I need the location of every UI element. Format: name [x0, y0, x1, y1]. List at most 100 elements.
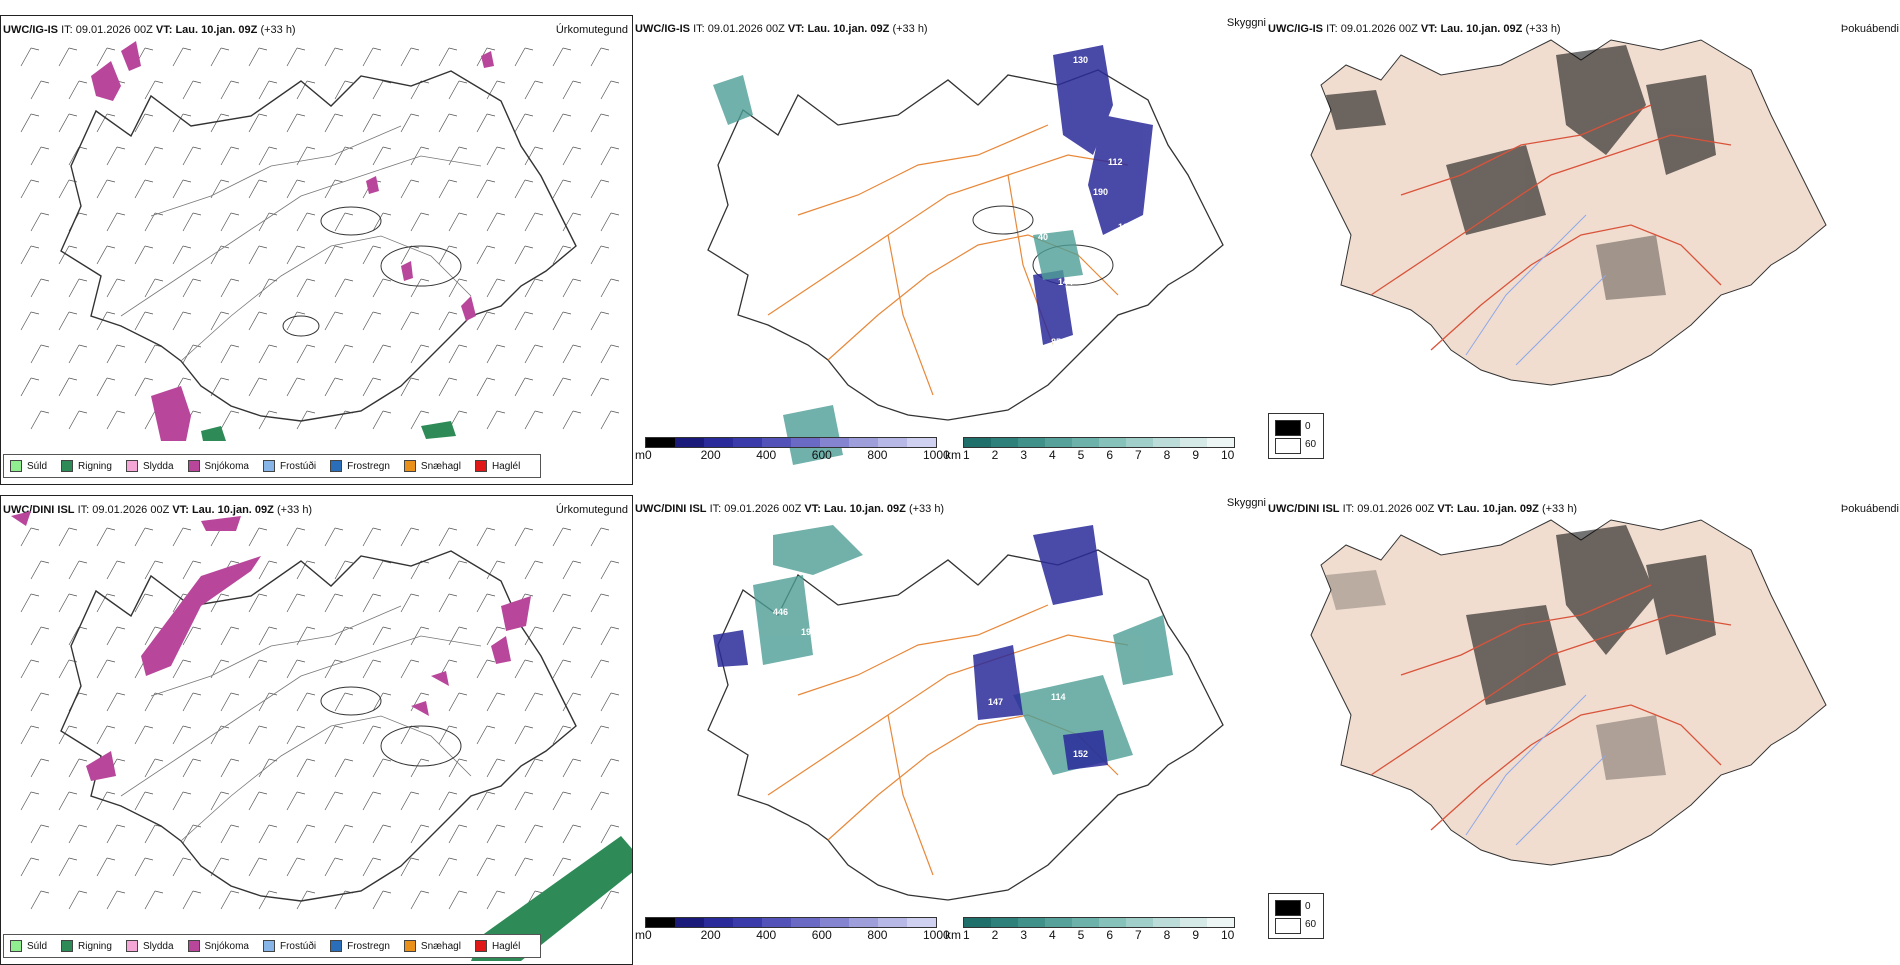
wind-barb — [220, 410, 240, 430]
wind-barb — [144, 824, 164, 844]
colorbar-step — [704, 918, 733, 927]
panel-title: UWC/DINI ISL IT: 09.01.2026 00Z VT: Lau.… — [1268, 503, 1578, 515]
wind-barb — [220, 890, 240, 910]
wind-barb — [476, 857, 496, 877]
fog-panel-top: UWC/IG-IS IT: 09.01.2026 00Z VT: Lau. 10… — [1266, 15, 1899, 485]
panel-product-title: Þokuábendi — [1840, 23, 1899, 35]
wind-barb — [362, 377, 382, 397]
wind-barb — [296, 146, 316, 166]
wind-barb — [372, 824, 392, 844]
colorbar-step — [878, 918, 907, 927]
wind-barb — [524, 80, 544, 100]
vis-value: 161 — [1118, 222, 1133, 232]
wind-barb — [248, 725, 268, 745]
wind-barb — [248, 659, 268, 679]
wind-barb — [600, 626, 620, 646]
wind-barb — [372, 146, 392, 166]
wind-barb — [562, 410, 582, 430]
legend-item: Slydda — [125, 940, 174, 952]
wind-barb — [30, 344, 50, 364]
colorbar-step — [646, 918, 675, 927]
wind-barb — [296, 890, 316, 910]
wind-barb — [210, 593, 230, 613]
wind-barb — [96, 179, 116, 199]
colorbar-tick: 2 — [991, 448, 999, 462]
wind-barb — [96, 791, 116, 811]
wind-barb — [400, 311, 420, 331]
wind-barb — [220, 626, 240, 646]
visibility-panel-top: UWC/IG-IS IT: 09.01.2026 00Z VT: Lau. 10… — [633, 15, 1266, 485]
wind-barb — [248, 593, 268, 613]
wind-barb — [220, 146, 240, 166]
iceland-outline — [60, 70, 577, 422]
legend-swatch — [474, 940, 487, 952]
colorbar-step — [1126, 438, 1153, 447]
wind-barb — [58, 593, 78, 613]
wind-barb — [600, 146, 620, 166]
iceland-outline — [707, 69, 1224, 421]
vis-value: 112 — [1108, 157, 1123, 167]
iceland-outline — [60, 550, 577, 902]
wind-barb — [486, 146, 506, 166]
wind-barb — [524, 212, 544, 232]
wind-barb — [58, 857, 78, 877]
colorbar-tick: 0 — [645, 448, 652, 462]
panel-product-title: Skyggni — [1226, 497, 1266, 509]
wind-barb — [448, 80, 468, 100]
wind-barb — [600, 692, 620, 712]
wind-barb — [486, 410, 506, 430]
legend-item: Snæhagl — [403, 940, 461, 952]
legend-item: Haglél — [474, 940, 520, 952]
wind-barb — [68, 824, 88, 844]
wind-barb — [514, 659, 534, 679]
colorbar-tick: 600 — [811, 448, 832, 462]
wind-barb — [20, 857, 40, 877]
wind-barb — [286, 527, 306, 547]
wind-barb — [96, 245, 116, 265]
wind-barb — [400, 179, 420, 199]
wind-barb — [334, 80, 354, 100]
wind-barb — [438, 311, 458, 331]
colorbar-step — [907, 438, 936, 447]
colorbar-tick: 7 — [1135, 448, 1142, 462]
wind-barb — [438, 725, 458, 745]
wind-barb — [182, 626, 202, 646]
wind-barb — [106, 278, 126, 298]
colorbar-step — [1207, 438, 1234, 447]
wind-barb — [258, 626, 278, 646]
wind-barb — [58, 659, 78, 679]
wind-barb — [30, 410, 50, 430]
wind-barb — [144, 758, 164, 778]
wind-barb — [286, 245, 306, 265]
wind-barb — [600, 344, 620, 364]
colorbar-tick: 400 — [756, 448, 777, 462]
colorbar-step — [907, 918, 936, 927]
wind-barb — [134, 311, 154, 331]
wind-barb — [552, 311, 572, 331]
wind-barb — [400, 245, 420, 265]
wind-barb — [30, 890, 50, 910]
wind-barb — [296, 758, 316, 778]
legend-swatch — [330, 940, 343, 952]
vis-value: 114 — [1051, 692, 1066, 702]
wind-barb — [68, 80, 88, 100]
fog-key-top: 0 60 — [1268, 413, 1324, 459]
colorbar-step — [849, 438, 878, 447]
wind-barb — [220, 80, 240, 100]
colorbar-step — [762, 438, 791, 447]
wind-barb — [400, 47, 420, 67]
wind-barb — [562, 278, 582, 298]
wind-barb — [410, 146, 430, 166]
wind-barb — [590, 113, 610, 133]
colorbar-tick: 2 — [991, 928, 999, 942]
panel-product-title: Þokuábendi — [1840, 503, 1899, 515]
wind-barb — [96, 311, 116, 331]
fog-key-bottom: 0 60 — [1268, 893, 1324, 939]
colorbar-tick: 1 — [963, 448, 970, 462]
wind-barb — [182, 758, 202, 778]
colorbar-tick: 1000 — [923, 928, 950, 942]
colorbar-tick: 4 — [1049, 928, 1056, 942]
legend-swatch — [125, 940, 138, 952]
wind-barb — [106, 824, 126, 844]
wind-barb — [448, 890, 468, 910]
